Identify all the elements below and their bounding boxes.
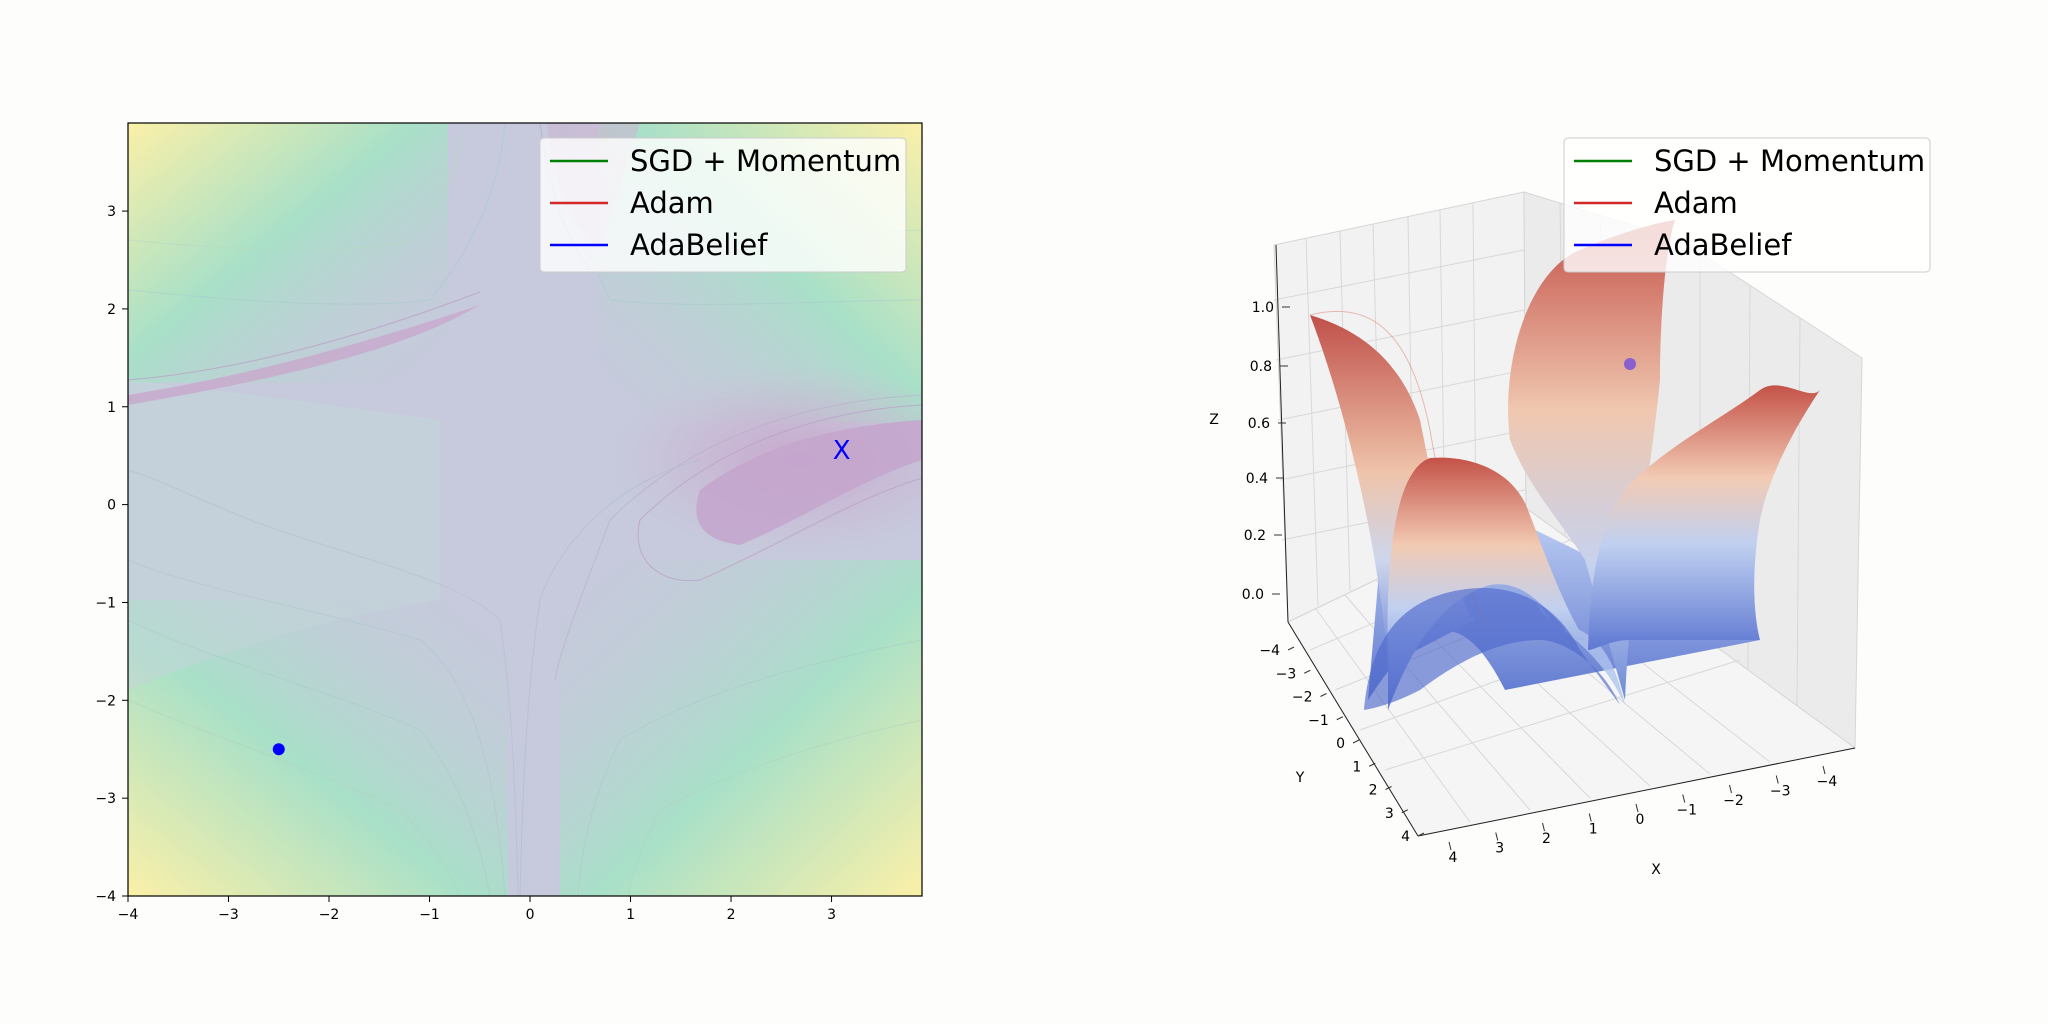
x-tick-mark <box>1588 813 1592 822</box>
x-tick-mark <box>1635 803 1639 813</box>
z-tick-label: 0.6 <box>1248 416 1270 432</box>
legend-label: Adam <box>1654 186 1738 220</box>
y-tick-label: 1 <box>1352 759 1361 775</box>
y-tick-mark <box>1352 739 1360 744</box>
y-tick-mark <box>1385 786 1392 790</box>
x-axis-title: X <box>1651 862 1661 878</box>
y-tick-label: −1 <box>95 595 116 611</box>
x-tick-label: 4 <box>1449 850 1458 866</box>
x-tick-label: 3 <box>827 907 836 923</box>
x-tick-label: −1 <box>419 907 440 923</box>
x-tick-label: −3 <box>218 907 239 923</box>
x-tick-mark <box>1822 765 1826 775</box>
x-tick-label: 2 <box>1542 831 1551 847</box>
z-tick-label: 0.8 <box>1250 359 1272 375</box>
contour-markers: X <box>272 436 851 756</box>
x-tick-label: 0 <box>1636 812 1645 828</box>
legend-box <box>539 137 907 273</box>
start-point-marker <box>272 743 285 756</box>
y-tick-mark <box>1336 716 1343 721</box>
x-tick-label: 2 <box>727 907 736 923</box>
z-ticks: 0.0 0.2 0.4 0.6 0.8 1.0 <box>1242 300 1290 603</box>
y-tick-label: 3 <box>107 204 116 220</box>
x-tick-label: −1 <box>1676 803 1697 819</box>
z-tick-label: 0.4 <box>1246 471 1268 487</box>
x-tick-label: −4 <box>1817 774 1838 790</box>
axis-lines <box>1275 244 1856 837</box>
contour-y-ticks: −4 −3 −2 −1 0 1 2 3 <box>95 204 128 905</box>
y-tick-label: 1 <box>107 400 116 416</box>
y-tick-mark <box>1369 762 1376 767</box>
y-tick-label: −1 <box>1308 713 1329 729</box>
y-tick-label: 2 <box>107 302 116 318</box>
x-tick-mark <box>1775 775 1779 784</box>
x-tick-label: 1 <box>1589 822 1598 838</box>
x-tick-mark <box>1729 784 1732 794</box>
y-tick-label: −4 <box>95 889 116 905</box>
contour-panel: −4 −3 −2 −1 0 1 2 3 −4 −3 −2 −1 0 1 2 3 X SGD + Moment… <box>95 122 923 923</box>
y-tick-label: −2 <box>95 693 116 709</box>
legend-label: Adam <box>630 186 714 220</box>
legend-label: SGD + Momentum <box>1654 144 1925 178</box>
x-tick-mark <box>1542 822 1545 832</box>
contour-legend: SGD + Momentum Adam AdaBelief <box>539 137 907 273</box>
y-tick-label: 0 <box>1336 736 1345 752</box>
x-tick-label: −2 <box>1723 793 1744 809</box>
legend-label: AdaBelief <box>630 228 768 262</box>
y-axis-title: Y <box>1295 770 1305 786</box>
y-tick-mark <box>1417 832 1425 837</box>
y-tick-mark <box>1401 809 1408 814</box>
x-tick-mark <box>1448 841 1452 851</box>
y-tick-mark <box>1287 646 1295 651</box>
legend-label: AdaBelief <box>1654 228 1792 262</box>
x-tick-label: −4 <box>118 907 139 923</box>
contour-frame <box>127 122 923 897</box>
x-tick-mark <box>1495 832 1499 841</box>
y-tick-label: −4 <box>1259 643 1280 659</box>
x-tick-label: 3 <box>1495 841 1504 857</box>
y-tick-mark <box>1320 693 1327 697</box>
optimum-x-marker: X <box>833 436 851 466</box>
legend-label: SGD + Momentum <box>630 144 901 178</box>
x-tick-mark <box>1682 794 1686 803</box>
y-tick-label: 0 <box>107 498 116 514</box>
y-tick-label: −3 <box>95 791 116 807</box>
z-tick-label: 1.0 <box>1252 300 1274 316</box>
y-tick-label: 3 <box>1385 806 1394 822</box>
y-tick-mark <box>1304 669 1311 674</box>
z-axis-title: Z <box>1209 412 1219 428</box>
z-tick-label: 0.0 <box>1242 587 1264 603</box>
contour-x-ticks: −4 −3 −2 −1 0 1 2 3 <box>118 896 836 923</box>
y-tick-label: 4 <box>1401 829 1410 845</box>
x-ticks: 4 3 2 1 0 −1 −2 −3 −4 <box>1448 765 1838 866</box>
surface <box>1309 220 1820 710</box>
y-tick-label: −2 <box>1292 690 1313 706</box>
x-tick-label: 1 <box>626 907 635 923</box>
y-tick-label: 2 <box>1369 783 1378 799</box>
x-tick-label: −3 <box>1770 784 1791 800</box>
y-tick-label: −3 <box>1276 666 1297 682</box>
legend-box <box>1563 137 1931 273</box>
z-tick-label: 0.2 <box>1244 528 1266 544</box>
x-tick-label: 0 <box>526 907 535 923</box>
surface-legend: SGD + Momentum Adam AdaBelief <box>1563 137 1931 273</box>
surface-point-marker <box>1624 358 1636 370</box>
x-tick-label: −2 <box>319 907 340 923</box>
